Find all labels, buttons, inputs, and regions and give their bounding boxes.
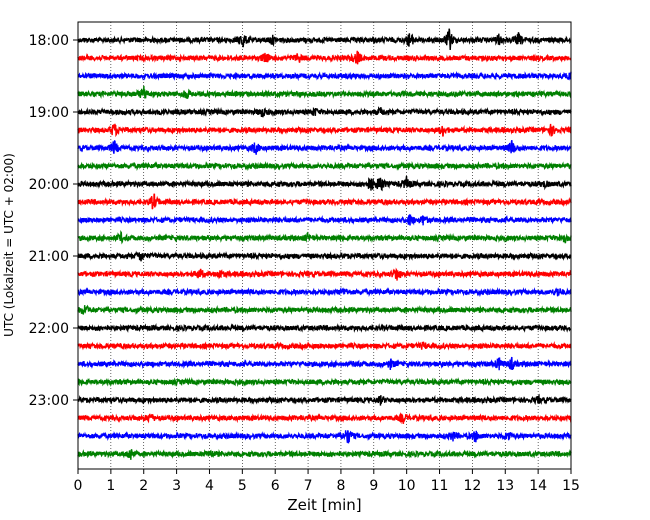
trace-1900 (77, 106, 572, 118)
x-tick-label: 6 (271, 478, 280, 494)
y-axis-label: UTC (Lokalzeit = UTC + 02:00) (2, 153, 16, 337)
trace-1915 (77, 123, 572, 138)
trace-1830 (77, 70, 572, 82)
x-tick-label: 9 (369, 478, 378, 494)
trace-2300 (77, 393, 572, 406)
x-tick-label: 3 (172, 478, 181, 494)
x-tick-label: 4 (205, 478, 214, 494)
trace-2130 (77, 286, 572, 298)
x-tick-label: 11 (431, 478, 449, 494)
trace-1945 (77, 160, 572, 172)
x-tick-label: 15 (562, 478, 580, 494)
y-tick-label: 22:00 (29, 321, 69, 337)
y-tick-label: 23:00 (29, 393, 69, 409)
trace-2015 (77, 193, 572, 210)
x-tick-label: 13 (496, 478, 514, 494)
x-tick-label: 0 (74, 478, 83, 494)
x-tick-label: 2 (139, 478, 148, 494)
x-tick-label: 10 (398, 478, 416, 494)
y-tick-label: 20:00 (29, 177, 69, 193)
x-tick-label: 8 (336, 478, 345, 494)
trace-group (77, 28, 572, 460)
trace-2045 (77, 229, 572, 245)
y-tick-label: 21:00 (29, 249, 69, 265)
trace-2000 (77, 175, 572, 192)
trace-2100 (77, 250, 572, 262)
trace-1930 (77, 139, 572, 155)
y-tick-label: 18:00 (29, 33, 69, 49)
x-tick-label: 14 (529, 478, 547, 494)
trace-2145 (77, 304, 572, 315)
trace-2330 (77, 430, 572, 444)
trace-2115 (77, 267, 572, 281)
x-tick-label: 12 (463, 478, 481, 494)
trace-2030 (77, 213, 572, 226)
x-axis-label: Zeit [min] (287, 496, 361, 514)
trace-1815 (77, 50, 572, 65)
x-tick-label: 7 (304, 478, 313, 494)
trace-1800 (77, 28, 572, 51)
y-axis: 18:00 19:00 20:00 21:00 22:00 23:00 (29, 33, 78, 409)
plot-frame (77, 21, 572, 470)
trace-2245 (77, 376, 572, 388)
x-tick-label: 5 (238, 478, 247, 494)
trace-1845 (77, 85, 572, 100)
x-axis: 0 1 2 3 4 5 6 7 8 9 10 11 12 13 14 15 (74, 469, 580, 494)
trace-2215 (77, 341, 572, 352)
trace-2345 (77, 449, 572, 460)
y-tick-label: 19:00 (29, 105, 69, 121)
trace-2200 (77, 323, 572, 333)
trace-2315 (77, 411, 572, 425)
x-tick-label: 1 (106, 478, 115, 494)
vertical-grid (110, 22, 539, 469)
trace-2230 (77, 356, 572, 371)
